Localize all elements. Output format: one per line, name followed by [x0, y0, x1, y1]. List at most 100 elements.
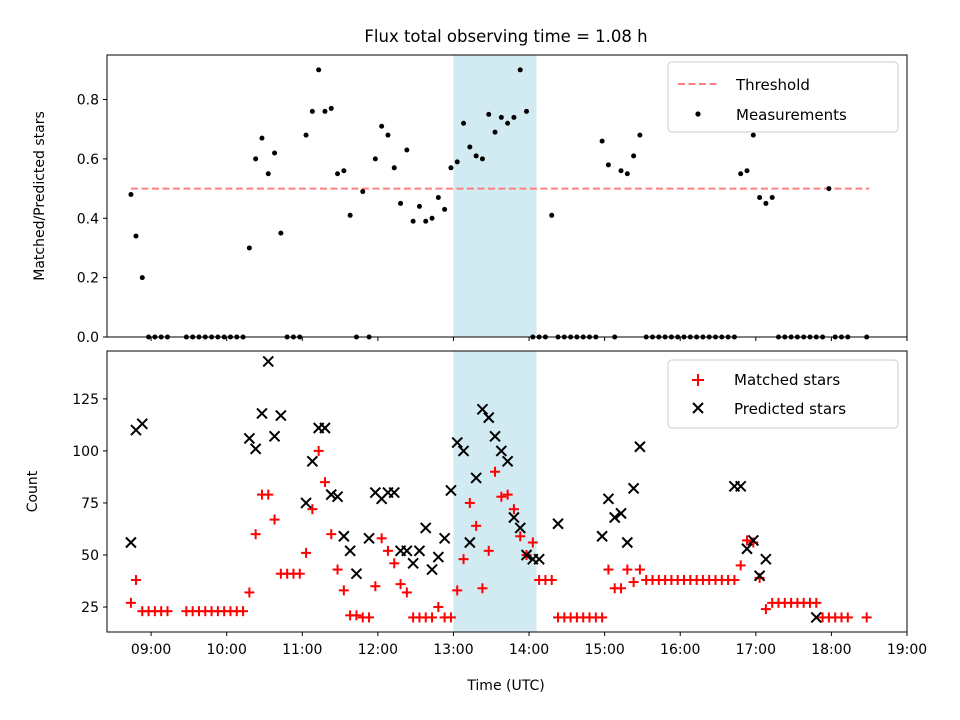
- matched-star-marker: [811, 597, 822, 608]
- top-y-tick-label: 0.0: [77, 330, 99, 346]
- measurement-point: [498, 114, 504, 120]
- measurement-point: [467, 144, 473, 150]
- measurement-point: [618, 168, 624, 174]
- predicted-star-marker: [432, 551, 445, 563]
- measurement-point: [524, 108, 530, 114]
- legend-predicted-label: Predicted stars: [734, 400, 846, 418]
- predicted-star-marker: [338, 530, 350, 542]
- measurement-point: [410, 218, 416, 224]
- predicted-star-marker: [426, 563, 438, 576]
- matched-star-marker: [351, 610, 362, 621]
- predicted-star-marker: [388, 486, 400, 499]
- predicted-star-marker: [262, 355, 274, 368]
- predicted-star-marker: [734, 480, 747, 493]
- matched-star-marker: [861, 612, 872, 623]
- measurement-point: [517, 67, 523, 73]
- measurement-point: [435, 194, 441, 200]
- x-tick-label: 11:00: [282, 642, 322, 658]
- measurement-point: [347, 212, 353, 218]
- measurement-point: [826, 186, 832, 192]
- predicted-star-marker: [300, 497, 312, 509]
- predicted-star-marker: [508, 511, 520, 524]
- predicted-star-marker: [810, 611, 822, 624]
- matched-star-marker: [628, 577, 639, 588]
- matched-star-marker: [483, 545, 494, 556]
- predicted-star-marker: [136, 418, 148, 430]
- matched-stars-points: [125, 445, 872, 623]
- measurement-point: [335, 171, 341, 177]
- measurement-point: [133, 233, 139, 239]
- measurement-point: [454, 159, 460, 165]
- matched-star-marker: [244, 587, 255, 598]
- matched-star-marker: [477, 583, 488, 594]
- matched-star-marker: [250, 529, 261, 540]
- bottom-y-tick-label: 75: [81, 496, 99, 512]
- measurement-point: [624, 171, 630, 177]
- measurement-point: [398, 200, 404, 206]
- matched-star-marker: [742, 535, 752, 546]
- matched-star-marker: [760, 604, 771, 615]
- predicted-star-marker: [596, 530, 608, 542]
- predicted-star-marker: [249, 443, 262, 455]
- measurement-point: [429, 215, 435, 221]
- matched-star-marker: [433, 602, 444, 613]
- predicted-star-marker: [476, 403, 489, 415]
- legend-threshold-label: Threshold: [735, 76, 810, 94]
- bottom-y-tick-label: 100: [72, 444, 99, 460]
- matched-star-marker: [527, 537, 538, 548]
- predicted-star-marker: [609, 511, 621, 524]
- predicted-star-marker: [760, 553, 772, 565]
- measurement-point: [442, 206, 448, 212]
- predicted-star-marker: [483, 411, 495, 424]
- x-tick-label: 18:00: [811, 642, 851, 658]
- measurement-point: [341, 168, 347, 174]
- legend-matched-label: Matched stars: [734, 371, 840, 389]
- predicted-star-marker: [514, 522, 526, 534]
- top-y-axis-label: Matched/Predicted stars: [32, 111, 48, 281]
- bottom-y-axis-label: Count: [25, 470, 41, 512]
- predicted-star-marker: [451, 436, 463, 449]
- matched-star-marker: [263, 489, 274, 500]
- matched-star-marker: [458, 554, 469, 565]
- x-tick-label: 16:00: [660, 642, 700, 658]
- measurement-point: [416, 203, 422, 209]
- measurement-point: [253, 156, 259, 162]
- predicted-star-marker: [470, 472, 482, 484]
- matched-star-marker: [382, 545, 393, 556]
- matched-star-marker: [508, 504, 519, 515]
- predicted-star-marker: [319, 422, 331, 434]
- top-x-ticks: [150, 337, 908, 341]
- measurement-point: [763, 200, 769, 206]
- predicted-star-marker: [621, 536, 634, 549]
- matched-star-marker: [729, 574, 740, 585]
- predicted-star-marker: [753, 570, 766, 582]
- predicted-star-marker: [407, 557, 419, 570]
- legend-measurements-swatch: [695, 111, 701, 117]
- predicted-star-marker: [445, 484, 457, 497]
- measurement-point: [272, 150, 278, 156]
- matched-star-marker: [634, 564, 645, 575]
- predicted-star-marker: [125, 536, 137, 549]
- predicted-star-marker: [520, 549, 533, 561]
- top-y-tick-label: 0.4: [77, 211, 99, 227]
- measurement-point: [360, 189, 366, 195]
- measurement-point: [473, 153, 479, 159]
- predicted-star-marker: [350, 568, 363, 580]
- matched-star-marker: [395, 579, 406, 590]
- chart-title: Flux total observing time = 1.08 h: [364, 27, 647, 46]
- top-y-tick-label: 0.2: [77, 271, 99, 287]
- measurement-point: [605, 162, 611, 168]
- measurement-point: [479, 156, 485, 162]
- measurement-point: [379, 123, 385, 129]
- x-tick-label: 09:00: [131, 642, 171, 658]
- matched-star-marker: [464, 497, 475, 508]
- measurement-point: [316, 67, 322, 73]
- matched-star-marker: [389, 558, 400, 569]
- bottom-y-ticks: 25 50 75 100 125: [72, 392, 107, 616]
- bottom-x-ticks: 09:00 10:00 11:00 12:00 13:00 14:00 15:00 16:00…: [131, 632, 927, 658]
- predicted-star-marker: [438, 532, 451, 545]
- matched-star-marker: [301, 547, 312, 558]
- x-tick-label: 14:00: [509, 642, 549, 658]
- matched-star-marker: [364, 612, 375, 623]
- predicted-star-marker: [256, 407, 268, 420]
